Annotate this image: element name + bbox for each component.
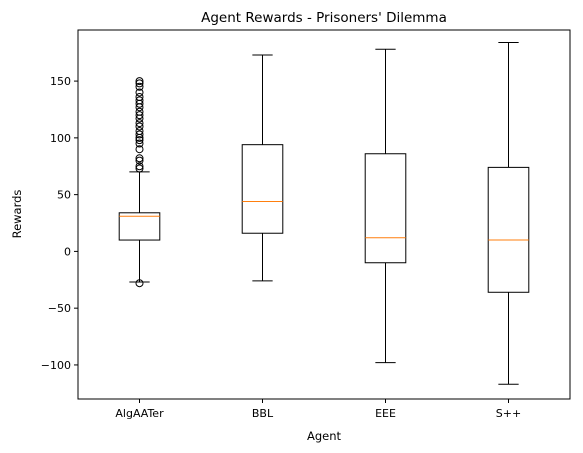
- y-tick-label: 100: [50, 132, 71, 145]
- y-axis: −100 −50 0 50 100 150: [41, 75, 78, 372]
- y-tick-label: 150: [50, 75, 71, 88]
- box-algaater: [119, 78, 160, 287]
- y-tick-label: 50: [57, 189, 71, 202]
- box-bbl: [242, 55, 283, 281]
- x-tick-label: AlgAATer: [115, 407, 164, 420]
- box-rect: [119, 213, 160, 240]
- x-tick-label: S++: [496, 407, 521, 420]
- y-tick-label: −50: [48, 302, 71, 315]
- y-tick-label: −100: [41, 359, 71, 372]
- box-rect: [488, 167, 529, 292]
- plot-area: [78, 30, 570, 399]
- y-axis-title: Rewards: [10, 190, 24, 239]
- chart-title: Agent Rewards - Prisoners' Dilemma: [201, 10, 447, 26]
- x-tick-label: EEE: [375, 407, 396, 420]
- x-axis: AlgAATer BBL EEE S++: [115, 399, 521, 420]
- boxes: [119, 42, 529, 384]
- box-rect: [365, 154, 406, 263]
- x-axis-title: Agent: [307, 429, 342, 443]
- box-rect: [242, 145, 283, 234]
- x-tick-label: BBL: [252, 407, 274, 420]
- box-s-: [488, 42, 529, 384]
- box-eee: [365, 49, 406, 362]
- y-tick-label: 0: [64, 245, 71, 258]
